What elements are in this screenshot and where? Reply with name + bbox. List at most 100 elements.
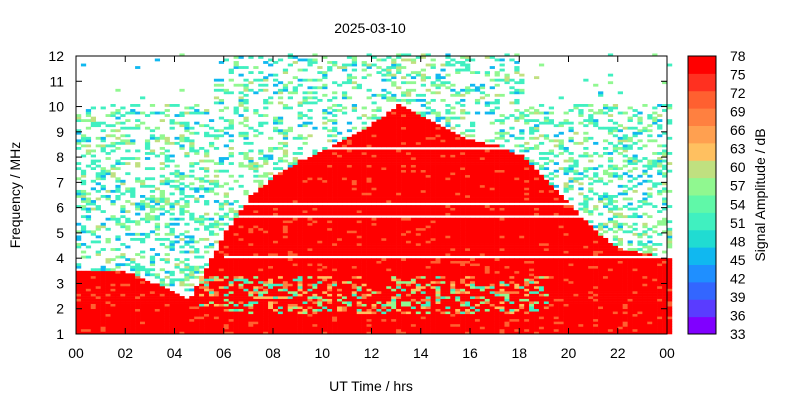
heatmap-cell bbox=[273, 240, 279, 244]
heatmap-cell bbox=[410, 111, 417, 115]
heatmap-cell bbox=[322, 210, 328, 213]
heatmap-cell bbox=[125, 157, 131, 160]
heatmap-cell bbox=[332, 81, 338, 85]
heatmap-cell bbox=[401, 328, 407, 332]
heatmap-cell bbox=[366, 323, 372, 327]
heatmap-cell bbox=[238, 278, 244, 282]
heatmap-cell bbox=[135, 268, 141, 272]
heatmap-cell bbox=[337, 200, 343, 203]
heatmap-cell bbox=[337, 243, 343, 246]
heatmap-cell bbox=[341, 179, 348, 183]
heatmap-cell bbox=[302, 207, 308, 211]
heatmap-cell bbox=[199, 291, 205, 294]
heatmap-cell bbox=[115, 308, 121, 312]
heatmap-cell bbox=[189, 215, 195, 219]
heatmap-cell bbox=[213, 323, 220, 327]
heatmap-cell bbox=[144, 323, 151, 327]
heatmap-cell bbox=[169, 321, 175, 325]
heatmap-cell bbox=[376, 260, 382, 264]
heatmap-cell bbox=[381, 303, 387, 307]
heatmap-cell bbox=[396, 240, 402, 244]
heatmap-cell bbox=[425, 200, 431, 203]
heatmap-cell bbox=[346, 136, 353, 140]
heatmap-cell bbox=[435, 119, 441, 123]
heatmap-cell bbox=[164, 323, 170, 327]
heatmap-cell bbox=[381, 273, 387, 277]
heatmap-cell bbox=[204, 134, 210, 138]
heatmap-cell bbox=[425, 278, 431, 282]
heatmap-cell bbox=[268, 187, 274, 191]
heatmap-cell bbox=[253, 109, 259, 112]
heatmap-cell bbox=[149, 301, 156, 304]
heatmap-cell bbox=[341, 189, 348, 193]
heatmap-cell bbox=[120, 253, 126, 256]
heatmap-cell bbox=[337, 179, 343, 183]
heatmap-cell bbox=[125, 119, 131, 123]
heatmap-cell bbox=[327, 66, 333, 69]
heatmap-cell bbox=[90, 230, 96, 234]
heatmap-cell bbox=[396, 184, 402, 188]
heatmap-cell bbox=[204, 328, 210, 332]
heatmap-cell bbox=[302, 159, 308, 163]
heatmap-cell bbox=[376, 331, 382, 335]
heatmap-cell bbox=[159, 200, 165, 203]
heatmap-cell bbox=[396, 306, 402, 310]
heatmap-cell bbox=[396, 258, 402, 262]
heatmap-cell bbox=[381, 275, 387, 279]
heatmap-cell bbox=[401, 258, 407, 262]
heatmap-cell bbox=[381, 169, 387, 173]
heatmap-cell bbox=[346, 56, 353, 59]
heatmap-cell bbox=[213, 101, 220, 105]
heatmap-cell bbox=[381, 270, 387, 274]
heatmap-cell bbox=[204, 227, 210, 231]
heatmap-cell bbox=[317, 200, 323, 203]
heatmap-cell bbox=[95, 270, 101, 274]
heatmap-cell bbox=[435, 73, 441, 77]
heatmap-cell bbox=[263, 265, 269, 269]
heatmap-cell bbox=[95, 293, 101, 297]
heatmap-cell bbox=[282, 225, 289, 229]
heatmap-cell bbox=[337, 162, 343, 165]
heatmap-cell bbox=[282, 308, 289, 312]
heatmap-cell bbox=[430, 306, 436, 310]
heatmap-cell bbox=[401, 237, 407, 241]
heatmap-cell bbox=[425, 179, 431, 183]
heatmap-cell bbox=[253, 270, 259, 274]
heatmap-cell bbox=[80, 306, 87, 310]
heatmap-cells bbox=[76, 53, 673, 335]
heatmap-cell bbox=[169, 212, 175, 216]
heatmap-cell bbox=[381, 328, 387, 332]
heatmap-cell bbox=[371, 210, 377, 213]
heatmap-cell bbox=[371, 278, 377, 282]
heatmap-cell bbox=[410, 275, 417, 279]
heatmap-cell bbox=[415, 331, 422, 335]
heatmap-cell bbox=[401, 195, 407, 198]
heatmap-cell bbox=[415, 283, 422, 287]
heatmap-cell bbox=[292, 192, 298, 196]
heatmap-cell bbox=[179, 316, 185, 320]
heatmap-cell bbox=[243, 273, 249, 277]
heatmap-cell bbox=[297, 316, 303, 320]
heatmap-cell bbox=[371, 167, 377, 171]
heatmap-cell bbox=[420, 53, 426, 57]
heatmap-cell bbox=[332, 197, 338, 201]
heatmap-cell bbox=[208, 187, 215, 191]
heatmap-cell bbox=[337, 321, 343, 325]
heatmap-cell bbox=[361, 225, 367, 229]
heatmap-cell bbox=[253, 227, 259, 231]
heatmap-cell bbox=[282, 328, 289, 332]
heatmap-cell bbox=[149, 152, 156, 155]
heatmap-cell bbox=[268, 149, 274, 153]
heatmap-cell bbox=[115, 88, 121, 92]
heatmap-cell bbox=[410, 328, 417, 332]
heatmap-cell bbox=[213, 273, 220, 277]
heatmap-cell bbox=[351, 311, 358, 315]
heatmap-cell bbox=[391, 258, 397, 262]
heatmap-cell bbox=[154, 207, 161, 211]
heatmap-cell bbox=[223, 258, 229, 262]
heatmap-cell bbox=[263, 227, 269, 231]
heatmap-cell bbox=[233, 258, 239, 262]
heatmap-cell bbox=[430, 291, 436, 294]
heatmap-cell bbox=[361, 313, 367, 317]
heatmap-cell bbox=[410, 232, 417, 236]
